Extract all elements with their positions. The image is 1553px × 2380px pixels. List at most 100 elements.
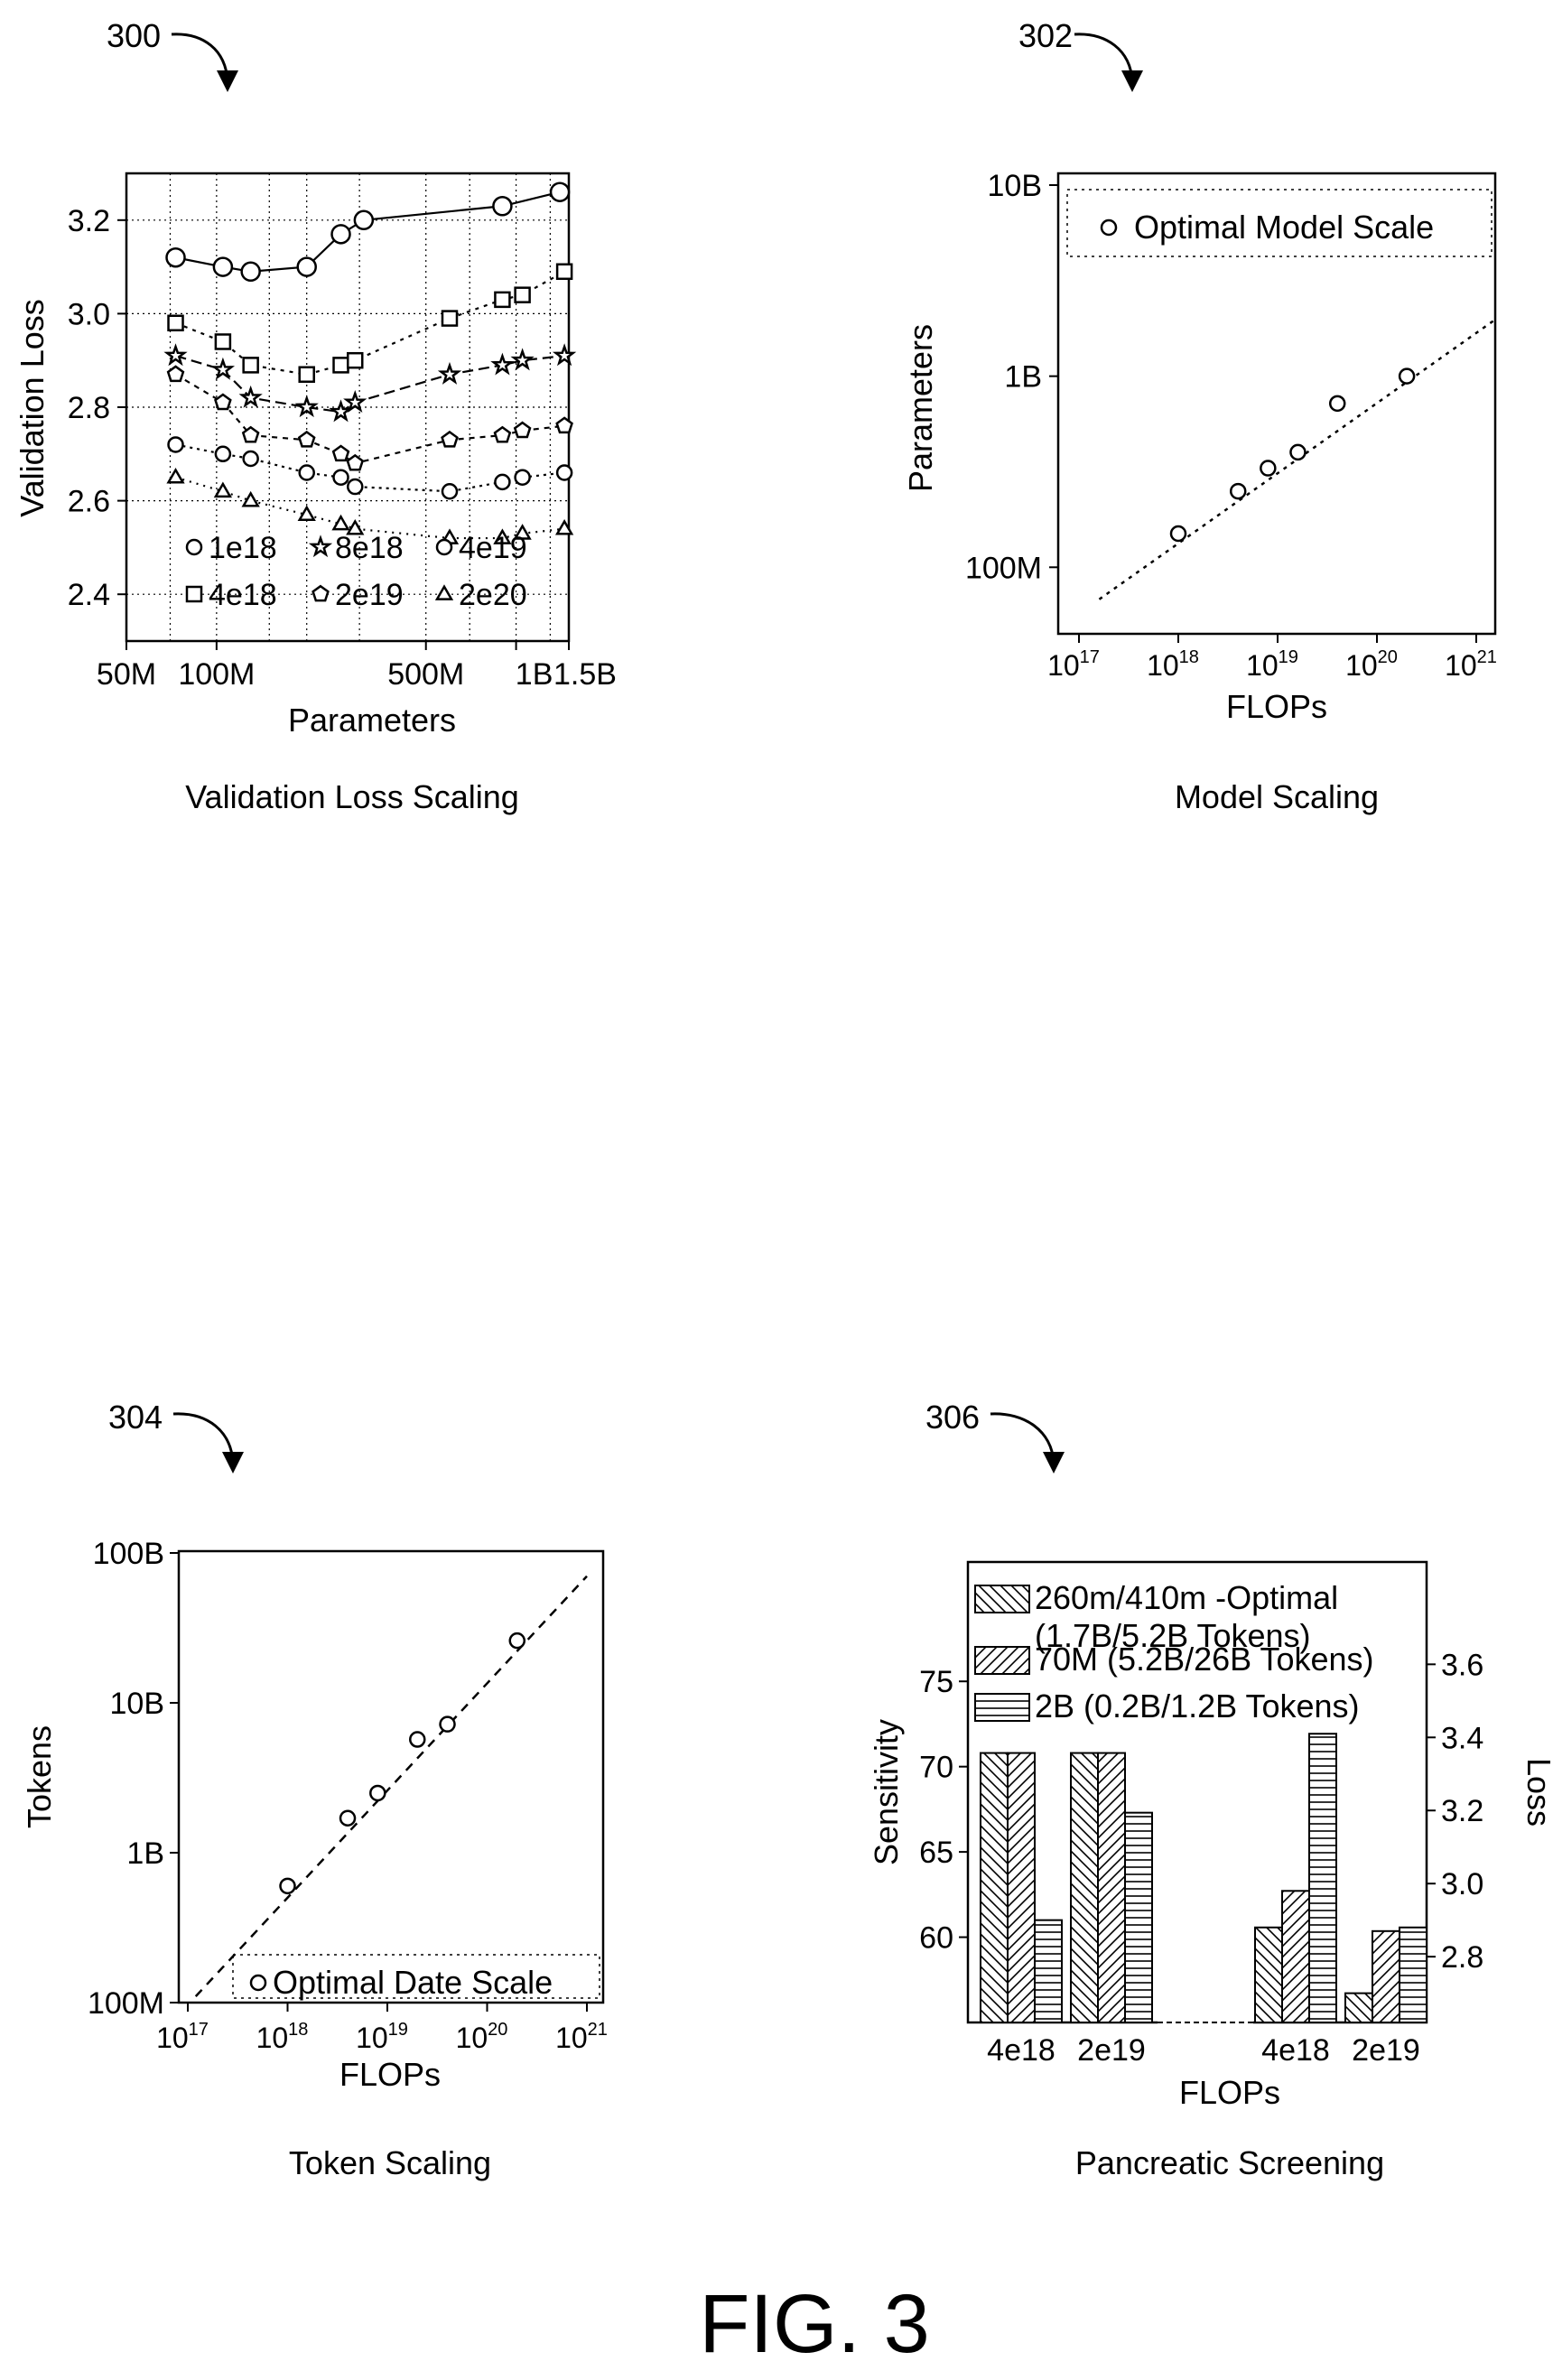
chart0-point — [441, 482, 459, 500]
chart3-x-label: FLOPs — [1179, 2074, 1280, 2111]
chart0-x-tick-label: 100M — [178, 657, 255, 692]
chart0-y-tick-label: 3.2 — [68, 204, 110, 238]
ref-306: 306 — [925, 1399, 1065, 1474]
chart2-y-label: Tokens — [21, 1725, 58, 1828]
chart3-bar — [1344, 1992, 1373, 2024]
chart3-legend-swatch — [974, 1585, 1030, 1613]
chart0-legend-marker — [185, 538, 203, 556]
chart0-legend-marker — [312, 584, 330, 602]
chart3-legend-swatch — [974, 1646, 1030, 1675]
chart3-y2-tick-label: 3.0 — [1441, 1867, 1483, 1901]
chart0-point — [214, 445, 232, 463]
chart3-x-tick-label: 4e18 — [1261, 2033, 1330, 2068]
chart0-legend-label: 2e19 — [335, 578, 404, 612]
panel-302-caption: Model Scaling — [1175, 778, 1379, 815]
chart3-legend-label: 2B (0.2B/1.2B Tokens) — [1035, 1687, 1360, 1725]
chart1-x-tick-label: 1020 — [1345, 647, 1398, 682]
chart0-point — [441, 430, 459, 448]
chart0-point — [167, 436, 184, 453]
chart0-legend-marker — [435, 538, 453, 556]
chart3-bar — [1007, 1752, 1036, 2023]
chart0-point — [163, 343, 188, 367]
chart0-point — [353, 209, 375, 231]
chart2-frame — [177, 1549, 605, 2004]
chart0-point — [331, 514, 350, 531]
chart0-point — [297, 505, 316, 521]
chart2-point — [439, 1715, 456, 1733]
chart0-point — [165, 246, 186, 268]
chart0-point — [332, 469, 349, 486]
chart1-x-tick-base: 10 — [1047, 649, 1080, 682]
chart2-points — [279, 1632, 526, 1895]
chart0-point — [437, 361, 462, 385]
chart2-x-tick-base: 10 — [456, 2022, 488, 2054]
chart1-legend: Optimal Model Scale — [1100, 209, 1434, 246]
chart0-legend: 1e18 8e18 4e19 4e18 2e19 2e20 — [185, 531, 527, 612]
ref-304: 304 — [108, 1399, 244, 1474]
ref-306-label: 306 — [925, 1399, 980, 1436]
chart3-y2-tick-label: 3.2 — [1441, 1794, 1483, 1828]
ref-306-arrow — [990, 1412, 1055, 1464]
chart0-x-tick-label: 50M — [97, 657, 156, 692]
ref-300-arrowhead — [217, 70, 238, 92]
chart1-point — [1398, 367, 1416, 385]
chart2-x-tick-label: 1017 — [156, 2020, 209, 2054]
chart1-x-tick-base: 10 — [1345, 649, 1378, 682]
chart0-point — [329, 399, 353, 423]
chart0-point — [493, 425, 512, 443]
chart0-x-tick-label: 1B — [516, 657, 553, 692]
chart1-x-tick-label: 1018 — [1147, 647, 1199, 682]
chart2-y-tick-label: 10B — [110, 1687, 165, 1721]
chart0-point — [493, 528, 512, 544]
chart0-point — [296, 256, 317, 277]
chart2-x-label: FLOPs — [339, 2056, 441, 2093]
chart2-x-tick-label: 1018 — [256, 2020, 309, 2054]
chart1-x-tick-label: 1017 — [1047, 647, 1100, 682]
chart3-legend-label: 260m/410m -Optimal — [1035, 1579, 1338, 1616]
chart1-y-tick-label: 100M — [965, 551, 1042, 585]
chart2-x-tick-exp: 21 — [588, 2020, 608, 2040]
chart0-point — [166, 365, 185, 383]
chart0-point — [514, 469, 531, 486]
chart0-legend-label: 8e18 — [335, 531, 404, 565]
chart0-legend-marker — [434, 584, 454, 600]
chart2-x-tick-label: 1021 — [555, 2020, 608, 2054]
chart3-bar — [1070, 1752, 1099, 2023]
chart0-point — [241, 490, 260, 507]
chart1-points — [1169, 367, 1416, 543]
chart2-x-tick-base: 10 — [156, 2022, 189, 2054]
chart3-bar — [1372, 1929, 1400, 2024]
chart1-point — [1229, 482, 1247, 500]
chart0-point — [555, 263, 573, 281]
chart0-point — [494, 291, 511, 309]
chart2-x-tick-label: 1020 — [456, 2020, 508, 2054]
chart0-point — [214, 393, 232, 411]
chart0-point — [298, 464, 315, 481]
chart0-y-tick-label: 3.0 — [68, 297, 110, 331]
chart0-point — [513, 421, 532, 439]
chart3-y-tick-label: 70 — [919, 1751, 953, 1785]
chart1-x-tick-base: 10 — [1246, 649, 1279, 682]
chart2-point — [339, 1809, 357, 1827]
chart2-legend-marker — [249, 1974, 267, 1992]
chart0-legend-marker — [185, 585, 203, 603]
chart3-bar — [1281, 1890, 1310, 2023]
chart2-y-tick-label: 100B — [93, 1537, 164, 1571]
chart3-y-label: Sensitivity — [868, 1719, 905, 1865]
chart0-series-line — [174, 373, 565, 465]
chart3-x-tick-label: 2e19 — [1077, 2033, 1146, 2068]
chart0-point — [441, 310, 459, 327]
chart3-bars — [980, 1733, 1427, 2024]
chart1-x-tick-exp: 21 — [1477, 647, 1497, 667]
ref-302: 302 — [1018, 17, 1143, 92]
chart1-x-tick-exp: 18 — [1179, 647, 1199, 667]
chart3-y-tick-label: 65 — [919, 1836, 953, 1870]
chart2-fit-line — [194, 1575, 588, 1997]
chart3-bar — [1097, 1752, 1126, 2023]
chart1-x-tick-exp: 19 — [1279, 647, 1298, 667]
chart0-series-line — [175, 354, 565, 414]
